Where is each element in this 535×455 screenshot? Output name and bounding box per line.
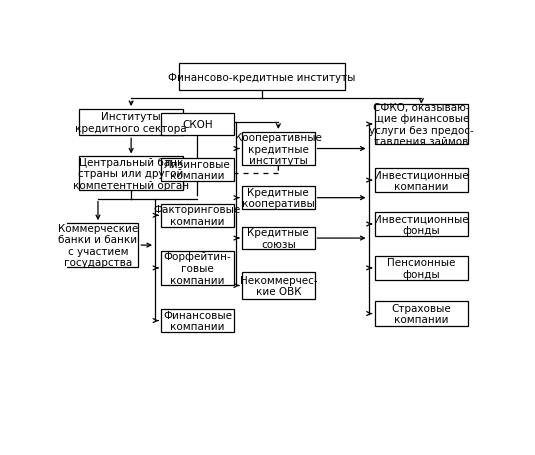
FancyBboxPatch shape: [161, 113, 234, 136]
Text: СКОН: СКОН: [182, 120, 213, 130]
FancyBboxPatch shape: [374, 212, 468, 237]
FancyBboxPatch shape: [374, 302, 468, 326]
Text: Центральный банк
страны или другой
компетентный орган: Центральный банк страны или другой компе…: [73, 157, 189, 190]
FancyBboxPatch shape: [179, 64, 345, 91]
Text: Кооперативные
кредитные
институты: Кооперативные кредитные институты: [235, 132, 322, 166]
Text: Коммерческие
банки и банки
с участием
государства: Коммерческие банки и банки с участием го…: [58, 223, 138, 268]
Text: Пенсионные
фонды: Пенсионные фонды: [387, 258, 456, 279]
FancyBboxPatch shape: [161, 252, 234, 285]
Text: Лизинговые
компании: Лизинговые компании: [164, 159, 231, 181]
Text: Кредитные
союзы: Кредитные союзы: [248, 228, 309, 249]
FancyBboxPatch shape: [58, 224, 139, 268]
Text: Инвестиционные
фонды: Инвестиционные фонды: [374, 214, 469, 235]
FancyBboxPatch shape: [242, 187, 315, 210]
FancyBboxPatch shape: [161, 159, 234, 182]
FancyBboxPatch shape: [161, 204, 234, 227]
FancyBboxPatch shape: [374, 256, 468, 281]
Text: Финансово-кредитные институты: Финансово-кредитные институты: [168, 72, 355, 82]
Text: Кредитные
кооперативы: Кредитные кооперативы: [242, 187, 315, 209]
Text: Факторинговые
компании: Факторинговые компании: [154, 205, 241, 227]
Text: Форфейтин-
говые
компании: Форфейтин- говые компании: [164, 252, 231, 285]
Text: Страховые
компании: Страховые компании: [392, 303, 451, 324]
Text: Институты
кредитного сектора: Институты кредитного сектора: [75, 112, 187, 134]
FancyBboxPatch shape: [242, 273, 315, 299]
Text: Некоммерчес-
кие ОВК: Некоммерчес- кие ОВК: [240, 275, 317, 297]
FancyBboxPatch shape: [161, 309, 234, 332]
FancyBboxPatch shape: [242, 227, 315, 250]
FancyBboxPatch shape: [242, 132, 315, 166]
Text: Инвестиционные
компании: Инвестиционные компании: [374, 170, 469, 192]
FancyBboxPatch shape: [374, 105, 468, 145]
Text: Финансовые
компании: Финансовые компании: [163, 310, 232, 332]
FancyBboxPatch shape: [79, 157, 183, 190]
FancyBboxPatch shape: [79, 110, 183, 136]
Text: СФКО, оказываю-
щие финансовые
услуги без предос-
тавления займов: СФКО, оказываю- щие финансовые услуги бе…: [369, 102, 474, 147]
FancyBboxPatch shape: [374, 168, 468, 193]
